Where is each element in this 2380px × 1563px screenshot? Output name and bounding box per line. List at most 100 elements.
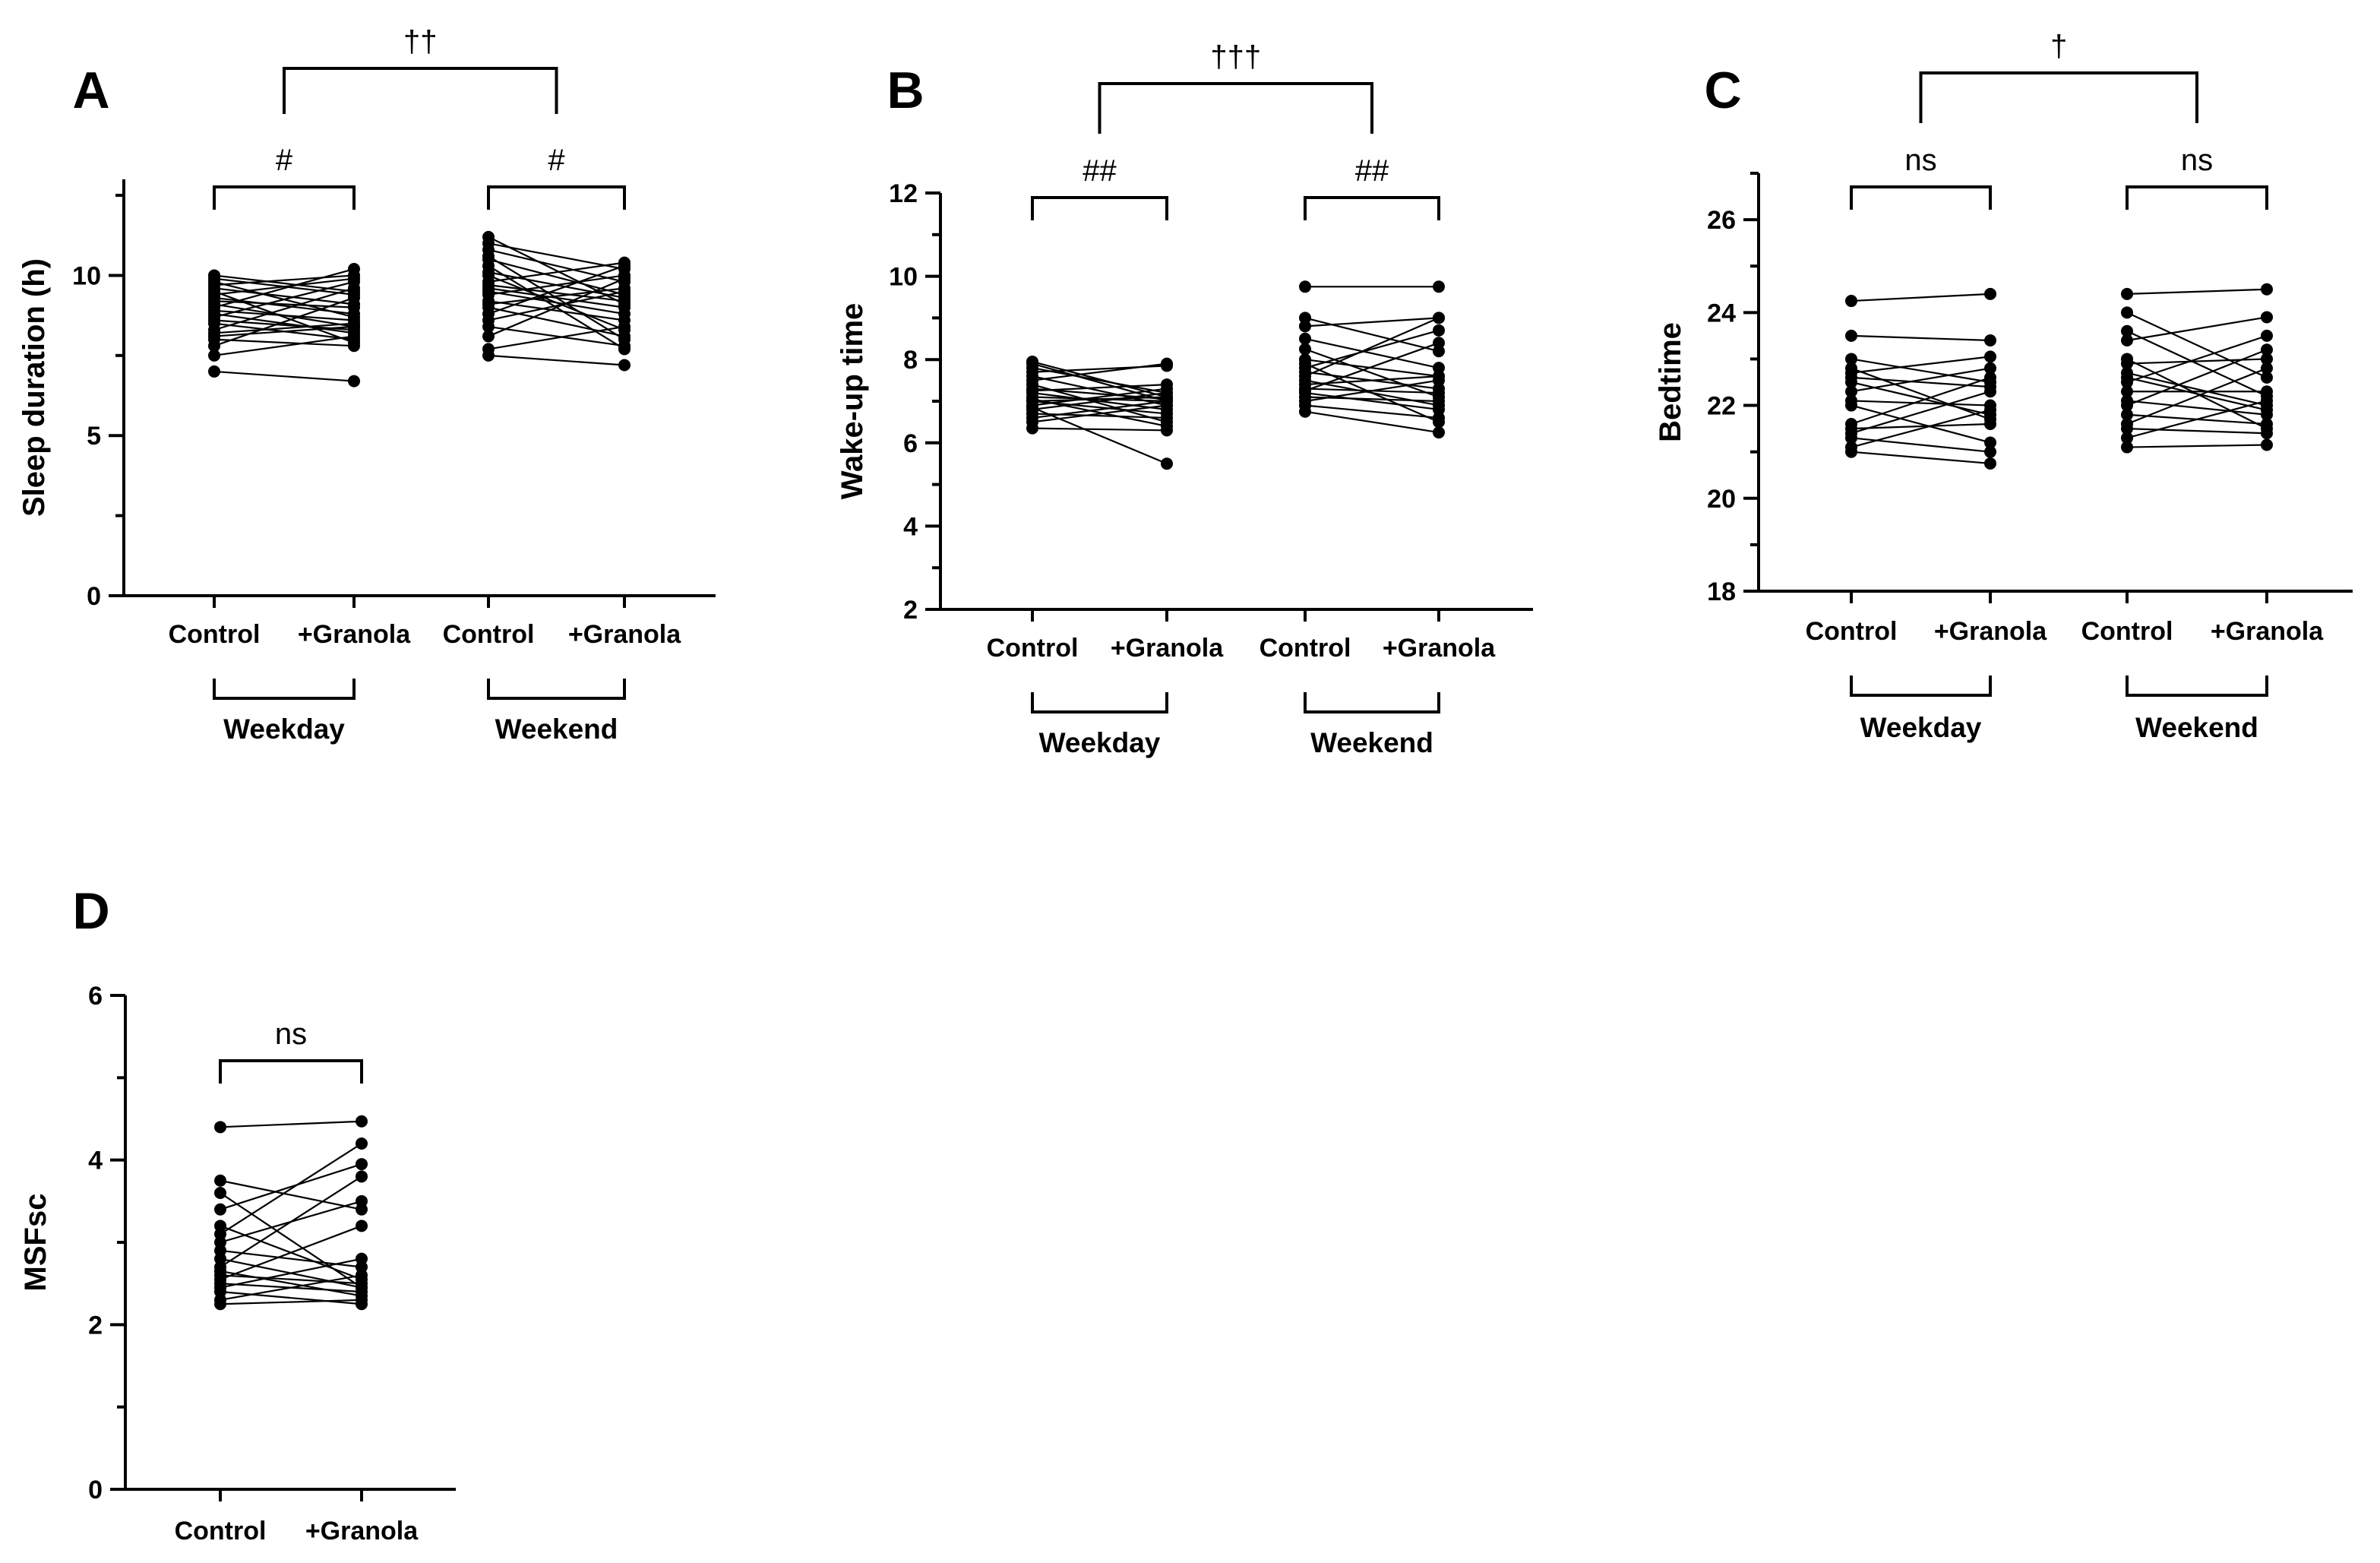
granola-point [348, 320, 360, 333]
pair-line [213, 280, 355, 318]
control-point [1845, 418, 1857, 430]
pair-line [213, 287, 355, 331]
y-tick-label: 6 [88, 982, 103, 1011]
group-label: Weekend [1310, 727, 1433, 758]
pair-line [1032, 362, 1168, 403]
pair-line [2126, 372, 2268, 407]
control-point [214, 1187, 226, 1199]
panel-d: D 0 2 4 6 Control +Granola MSFsc ns [19, 882, 456, 1546]
pair-line [1032, 398, 1168, 427]
pair-line [213, 335, 355, 356]
pair-line [1304, 337, 1440, 369]
panel-a: A 0 5 10 Control +Granola Control +Granola Sleep… [17, 25, 716, 745]
control-point [482, 343, 495, 356]
pair-line [2126, 413, 2268, 426]
pair-line [213, 322, 355, 334]
pair-line [1032, 413, 1168, 419]
granola-point [356, 1220, 368, 1232]
pair-line [213, 287, 355, 305]
pair-line [220, 1120, 362, 1128]
control-point [1299, 312, 1311, 324]
granola-point [618, 275, 631, 288]
pair-line [1032, 384, 1168, 423]
pair-line [1032, 427, 1168, 432]
pair-line [2126, 428, 2268, 435]
pair-line [2126, 312, 2268, 378]
significance-bracket [1919, 71, 2198, 123]
pair-line [488, 261, 625, 283]
panel-letter: B [887, 62, 924, 119]
panel-b: B 2 4 6 8 10 12 Control +Granola Control +Granola W… [836, 40, 1533, 758]
granola-point [2261, 362, 2273, 375]
control-point [482, 330, 495, 343]
control-point [2121, 441, 2133, 454]
granola-point [1433, 416, 1445, 429]
significance-label: ns [275, 1017, 307, 1051]
pair-line [488, 290, 625, 321]
granola-point [1984, 413, 1996, 426]
granola-point [1984, 376, 1996, 388]
significance-bracket [213, 185, 356, 210]
pair-line [213, 370, 355, 382]
pair-line [213, 322, 355, 340]
y-tick-label: 12 [889, 179, 918, 208]
pair-line [488, 287, 625, 305]
y-tick-label: 20 [1707, 485, 1736, 514]
granola-point [618, 324, 631, 337]
group-bracket [2126, 676, 2268, 697]
pair-line [2126, 358, 2268, 430]
control-point [208, 365, 220, 378]
y-axis-title: Wake-up time [836, 303, 869, 500]
category-label: Control [443, 620, 535, 649]
significance-bracket [1031, 196, 1168, 220]
granola-point [1984, 334, 1996, 346]
pair-line [213, 319, 355, 331]
significance-bracket [2126, 185, 2268, 210]
control-point [2121, 353, 2133, 365]
pair-line [1851, 422, 1991, 430]
group-label: Weekend [2135, 712, 2258, 743]
control-point [1845, 394, 1857, 407]
granola-point [356, 1137, 368, 1150]
pair-line [1851, 334, 1991, 342]
pair-line [220, 1225, 362, 1280]
control-point [1845, 329, 1857, 342]
category-label: +Granola [1934, 617, 2047, 646]
pair-line [1032, 367, 1168, 394]
pair-line [2126, 316, 2268, 342]
y-axis-title: Sleep duration (h) [17, 258, 51, 517]
significance-bracket [487, 185, 626, 210]
pair-line [220, 1143, 362, 1236]
category-label: Control [175, 1517, 267, 1546]
significance-label: # [548, 144, 565, 177]
granola-point [356, 1158, 368, 1171]
pair-line [2126, 334, 2268, 384]
pair-line [2126, 367, 2268, 426]
granola-point [1433, 337, 1445, 350]
pair-line [213, 277, 355, 296]
y-tick-label: 24 [1707, 299, 1736, 327]
pair-line [213, 274, 355, 286]
pair-line [488, 236, 625, 305]
granola-point [348, 298, 360, 311]
pair-line [1304, 317, 1440, 378]
granola-point [2261, 329, 2273, 342]
pair-line [1304, 317, 1440, 353]
granola-point [2261, 422, 2273, 435]
pair-line [488, 325, 625, 350]
granola-point [348, 375, 360, 388]
group-bracket [1304, 692, 1440, 713]
significance-label: # [276, 144, 293, 177]
pair-line [220, 1192, 362, 1289]
pair-line [1851, 391, 1991, 435]
granola-point [1161, 359, 1173, 372]
category-label: +Granola [2211, 617, 2324, 646]
pair-line [488, 274, 625, 331]
y-tick-label: 10 [72, 261, 101, 290]
pair-line [488, 300, 625, 321]
granola-point [356, 1203, 368, 1216]
granola-point [2261, 399, 2273, 412]
control-point [214, 1174, 226, 1187]
pair-line [1851, 451, 1991, 465]
